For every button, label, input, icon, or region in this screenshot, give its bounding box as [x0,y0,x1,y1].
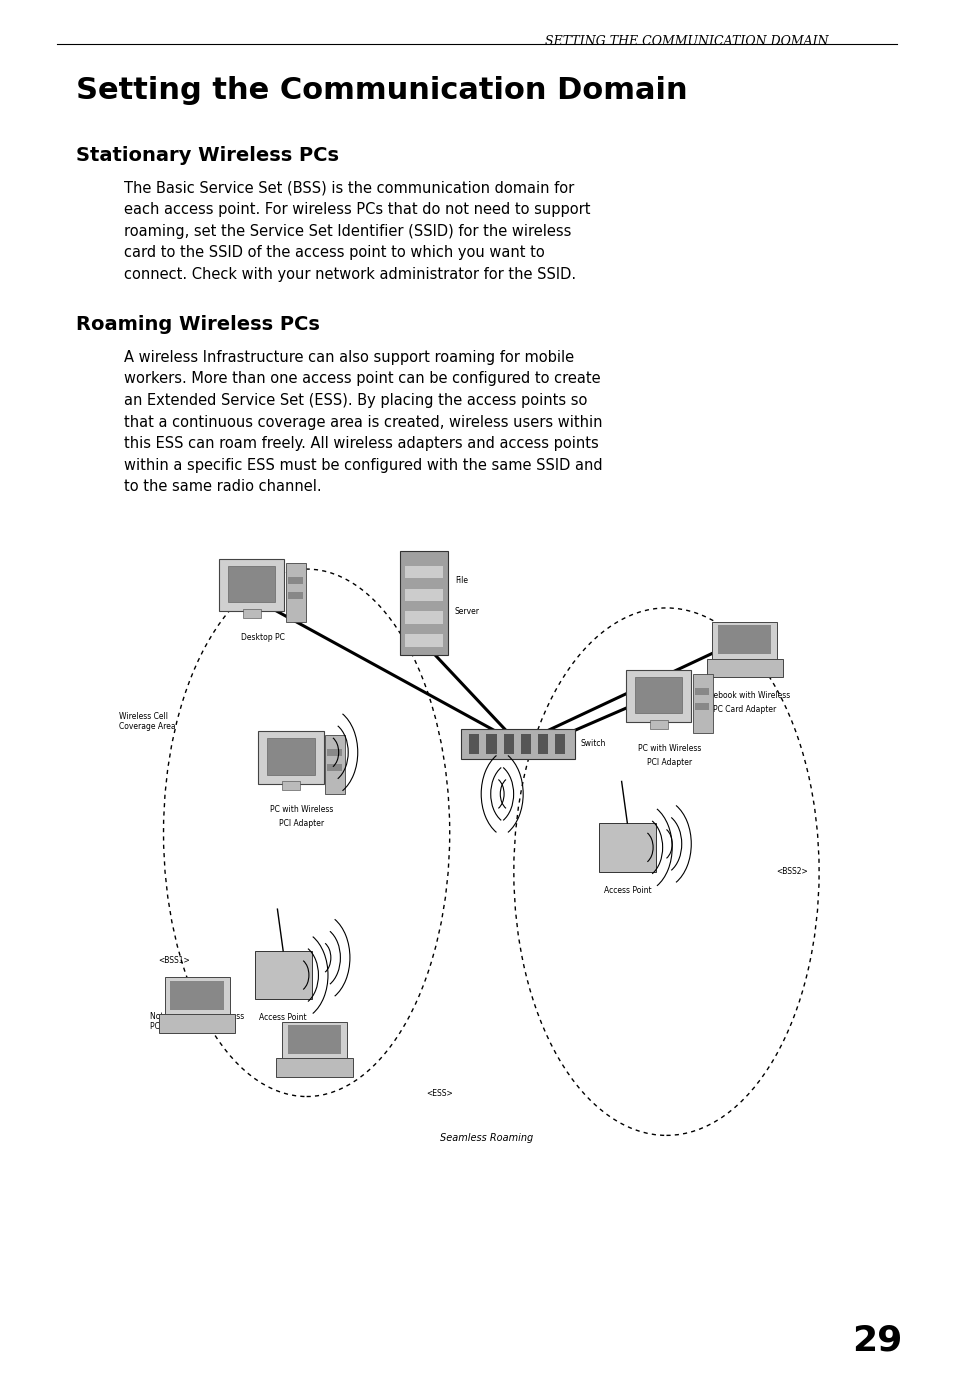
FancyBboxPatch shape [171,981,224,1009]
Text: Notebooks with Wireless
PC Card Adapters: Notebooks with Wireless PC Card Adapters [150,1012,244,1031]
Text: The Basic Service Set (BSS) is the communication domain for
each access point. F: The Basic Service Set (BSS) is the commu… [124,180,590,282]
FancyBboxPatch shape [555,734,565,754]
FancyBboxPatch shape [692,673,712,733]
Text: Wireless Cell
Coverage Area: Wireless Cell Coverage Area [119,712,175,731]
FancyBboxPatch shape [228,566,275,602]
FancyBboxPatch shape [635,677,681,713]
FancyBboxPatch shape [327,750,341,755]
FancyBboxPatch shape [159,1015,235,1033]
Text: PCI Adapter: PCI Adapter [279,819,324,827]
FancyBboxPatch shape [460,729,575,759]
Text: Access Point: Access Point [259,1013,307,1022]
FancyBboxPatch shape [649,720,667,729]
Text: <BSS1>: <BSS1> [158,956,190,965]
Text: <ESS>: <ESS> [426,1090,453,1098]
Text: Seamless Roaming: Seamless Roaming [439,1133,533,1142]
Text: PC with Wireless: PC with Wireless [638,744,700,752]
FancyBboxPatch shape [718,626,771,654]
FancyBboxPatch shape [258,731,323,783]
FancyBboxPatch shape [404,611,442,625]
FancyBboxPatch shape [404,634,442,647]
FancyBboxPatch shape [712,622,777,659]
Text: PC with Wireless: PC with Wireless [270,805,334,813]
FancyBboxPatch shape [537,734,548,754]
FancyBboxPatch shape [327,763,341,772]
FancyBboxPatch shape [276,1059,353,1077]
Text: Server: Server [455,607,479,616]
FancyBboxPatch shape [503,734,514,754]
FancyBboxPatch shape [399,551,447,655]
Text: <BSS2>: <BSS2> [775,868,807,876]
FancyBboxPatch shape [288,577,302,583]
FancyBboxPatch shape [706,659,782,677]
FancyBboxPatch shape [469,734,479,754]
FancyBboxPatch shape [694,702,709,711]
FancyBboxPatch shape [267,738,314,775]
Text: Stationary Wireless PCs: Stationary Wireless PCs [76,146,339,165]
FancyBboxPatch shape [288,1026,341,1053]
Text: Desktop PC: Desktop PC [240,633,284,641]
FancyBboxPatch shape [325,736,345,794]
FancyBboxPatch shape [254,951,312,999]
Text: A wireless Infrastructure can also support roaming for mobile
workers. More than: A wireless Infrastructure can also suppo… [124,350,602,494]
Text: PCI Adapter: PCI Adapter [646,758,691,766]
Text: Access Point: Access Point [603,886,651,894]
Text: Notebook with Wireless: Notebook with Wireless [699,691,789,700]
FancyBboxPatch shape [598,823,656,872]
Text: PC Card Adapter: PC Card Adapter [712,705,776,713]
FancyBboxPatch shape [520,734,531,754]
FancyBboxPatch shape [281,781,299,790]
FancyBboxPatch shape [404,589,442,601]
FancyBboxPatch shape [242,609,261,618]
FancyBboxPatch shape [694,687,709,694]
FancyBboxPatch shape [282,1022,347,1059]
Text: Setting the Communication Domain: Setting the Communication Domain [76,76,687,105]
Text: 29: 29 [852,1324,902,1357]
FancyBboxPatch shape [404,566,442,577]
Text: File: File [455,576,468,584]
Text: SETTING THE COMMUNICATION DOMAIN: SETTING THE COMMUNICATION DOMAIN [544,35,828,47]
FancyBboxPatch shape [219,559,284,611]
FancyBboxPatch shape [486,734,497,754]
Text: Switch: Switch [580,740,605,748]
FancyBboxPatch shape [165,977,230,1015]
Text: Roaming Wireless PCs: Roaming Wireless PCs [76,315,320,335]
FancyBboxPatch shape [288,591,302,600]
FancyBboxPatch shape [625,670,691,722]
FancyBboxPatch shape [286,564,306,622]
